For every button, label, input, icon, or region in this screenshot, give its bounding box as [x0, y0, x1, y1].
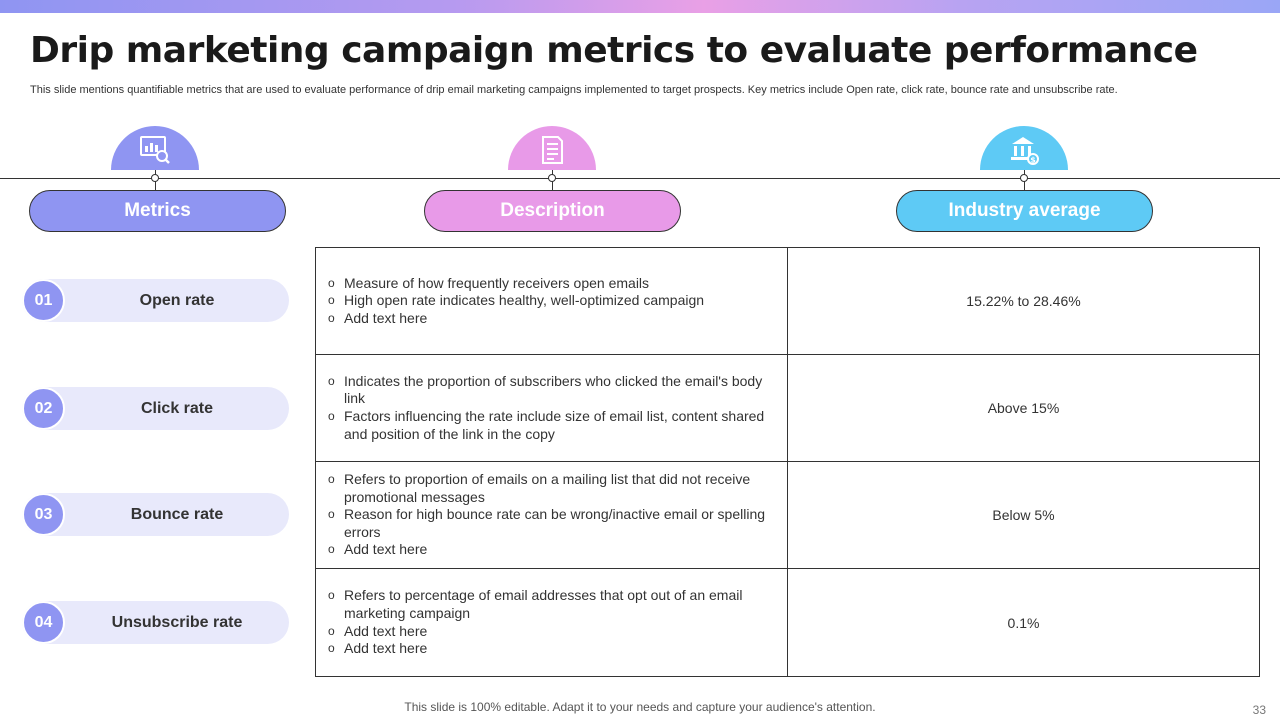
metric-row-open-rate: 01 Open rate — [22, 279, 289, 322]
description-item: High open rate indicates healthy, well-o… — [328, 292, 704, 310]
description-connector-dot — [548, 174, 556, 182]
description-item: Add text here — [328, 541, 773, 559]
metric-label: Unsubscribe rate — [111, 613, 243, 631]
analytics-chart-icon — [140, 136, 170, 164]
top-gradient-bar — [0, 0, 1280, 13]
metric-number: 02 — [22, 387, 65, 430]
metric-label: Bounce rate — [130, 505, 224, 523]
industry-average-header: Industry average — [896, 190, 1153, 232]
description-item: Measure of how frequently receivers open… — [328, 275, 704, 293]
document-icon — [542, 136, 563, 164]
description-item: Refers to percentage of email addresses … — [328, 587, 773, 622]
table-row: Measure of how frequently receivers open… — [316, 248, 1259, 355]
table-row: Refers to proportion of emails on a mail… — [316, 462, 1259, 569]
metric-number: 03 — [22, 493, 65, 536]
bank-dollar-icon: $ — [1011, 137, 1039, 165]
page-number: 33 — [1252, 703, 1266, 717]
industry-average-cell: 15.22% to 28.46% — [966, 293, 1081, 309]
industry-icon-badge: $ — [980, 126, 1068, 170]
industry-average-cell: Below 5% — [992, 507, 1055, 523]
description-item: Reason for high bounce rate can be wrong… — [328, 506, 773, 541]
industry-average-cell: Above 15% — [987, 400, 1060, 416]
description-item: Indicates the proportion of subscribers … — [328, 373, 773, 408]
description-icon-badge — [508, 126, 596, 170]
description-header: Description — [424, 190, 681, 232]
description-item: Add text here — [328, 623, 773, 641]
table-row: Indicates the proportion of subscribers … — [316, 355, 1259, 462]
industry-connector-dot — [1020, 174, 1028, 182]
description-item: Add text here — [328, 640, 773, 658]
description-cell: Refers to proportion of emails on a mail… — [316, 462, 788, 568]
header-divider-line — [0, 178, 1280, 179]
metric-row-bounce-rate: 03 Bounce rate — [22, 493, 289, 536]
industry-average-cell: 0.1% — [1007, 614, 1040, 631]
metric-number: 04 — [22, 601, 65, 644]
metrics-icon-badge — [111, 126, 199, 170]
metrics-connector-dot — [151, 174, 159, 182]
metric-label: Click rate — [140, 399, 214, 417]
slide-footer: This slide is 100% editable. Adapt it to… — [404, 700, 876, 714]
svg-text:$: $ — [1030, 156, 1036, 165]
slide-subtitle: This slide mentions quantifiable metrics… — [30, 84, 1118, 96]
description-cell: Measure of how frequently receivers open… — [316, 248, 788, 354]
description-item: Factors influencing the rate include siz… — [328, 408, 773, 443]
metric-row-click-rate: 02 Click rate — [22, 387, 289, 430]
table-row: Refers to percentage of email addresses … — [316, 569, 1259, 676]
metric-label: Open rate — [139, 291, 215, 309]
description-cell: Indicates the proportion of subscribers … — [316, 355, 788, 461]
metric-number: 01 — [22, 279, 65, 322]
description-list: Refers to percentage of email addresses … — [328, 587, 773, 657]
slide-title: Drip marketing campaign metrics to evalu… — [30, 30, 1198, 71]
description-cell: Refers to percentage of email addresses … — [316, 569, 788, 676]
description-list: Indicates the proportion of subscribers … — [328, 373, 773, 443]
metrics-table: Measure of how frequently receivers open… — [315, 247, 1260, 677]
metrics-header: Metrics — [29, 190, 286, 232]
description-list: Refers to proportion of emails on a mail… — [328, 471, 773, 559]
description-item: Refers to proportion of emails on a mail… — [328, 471, 773, 506]
metric-row-unsubscribe-rate: 04 Unsubscribe rate — [22, 601, 289, 644]
description-item: Add text here — [328, 310, 704, 328]
description-list: Measure of how frequently receivers open… — [328, 275, 704, 328]
